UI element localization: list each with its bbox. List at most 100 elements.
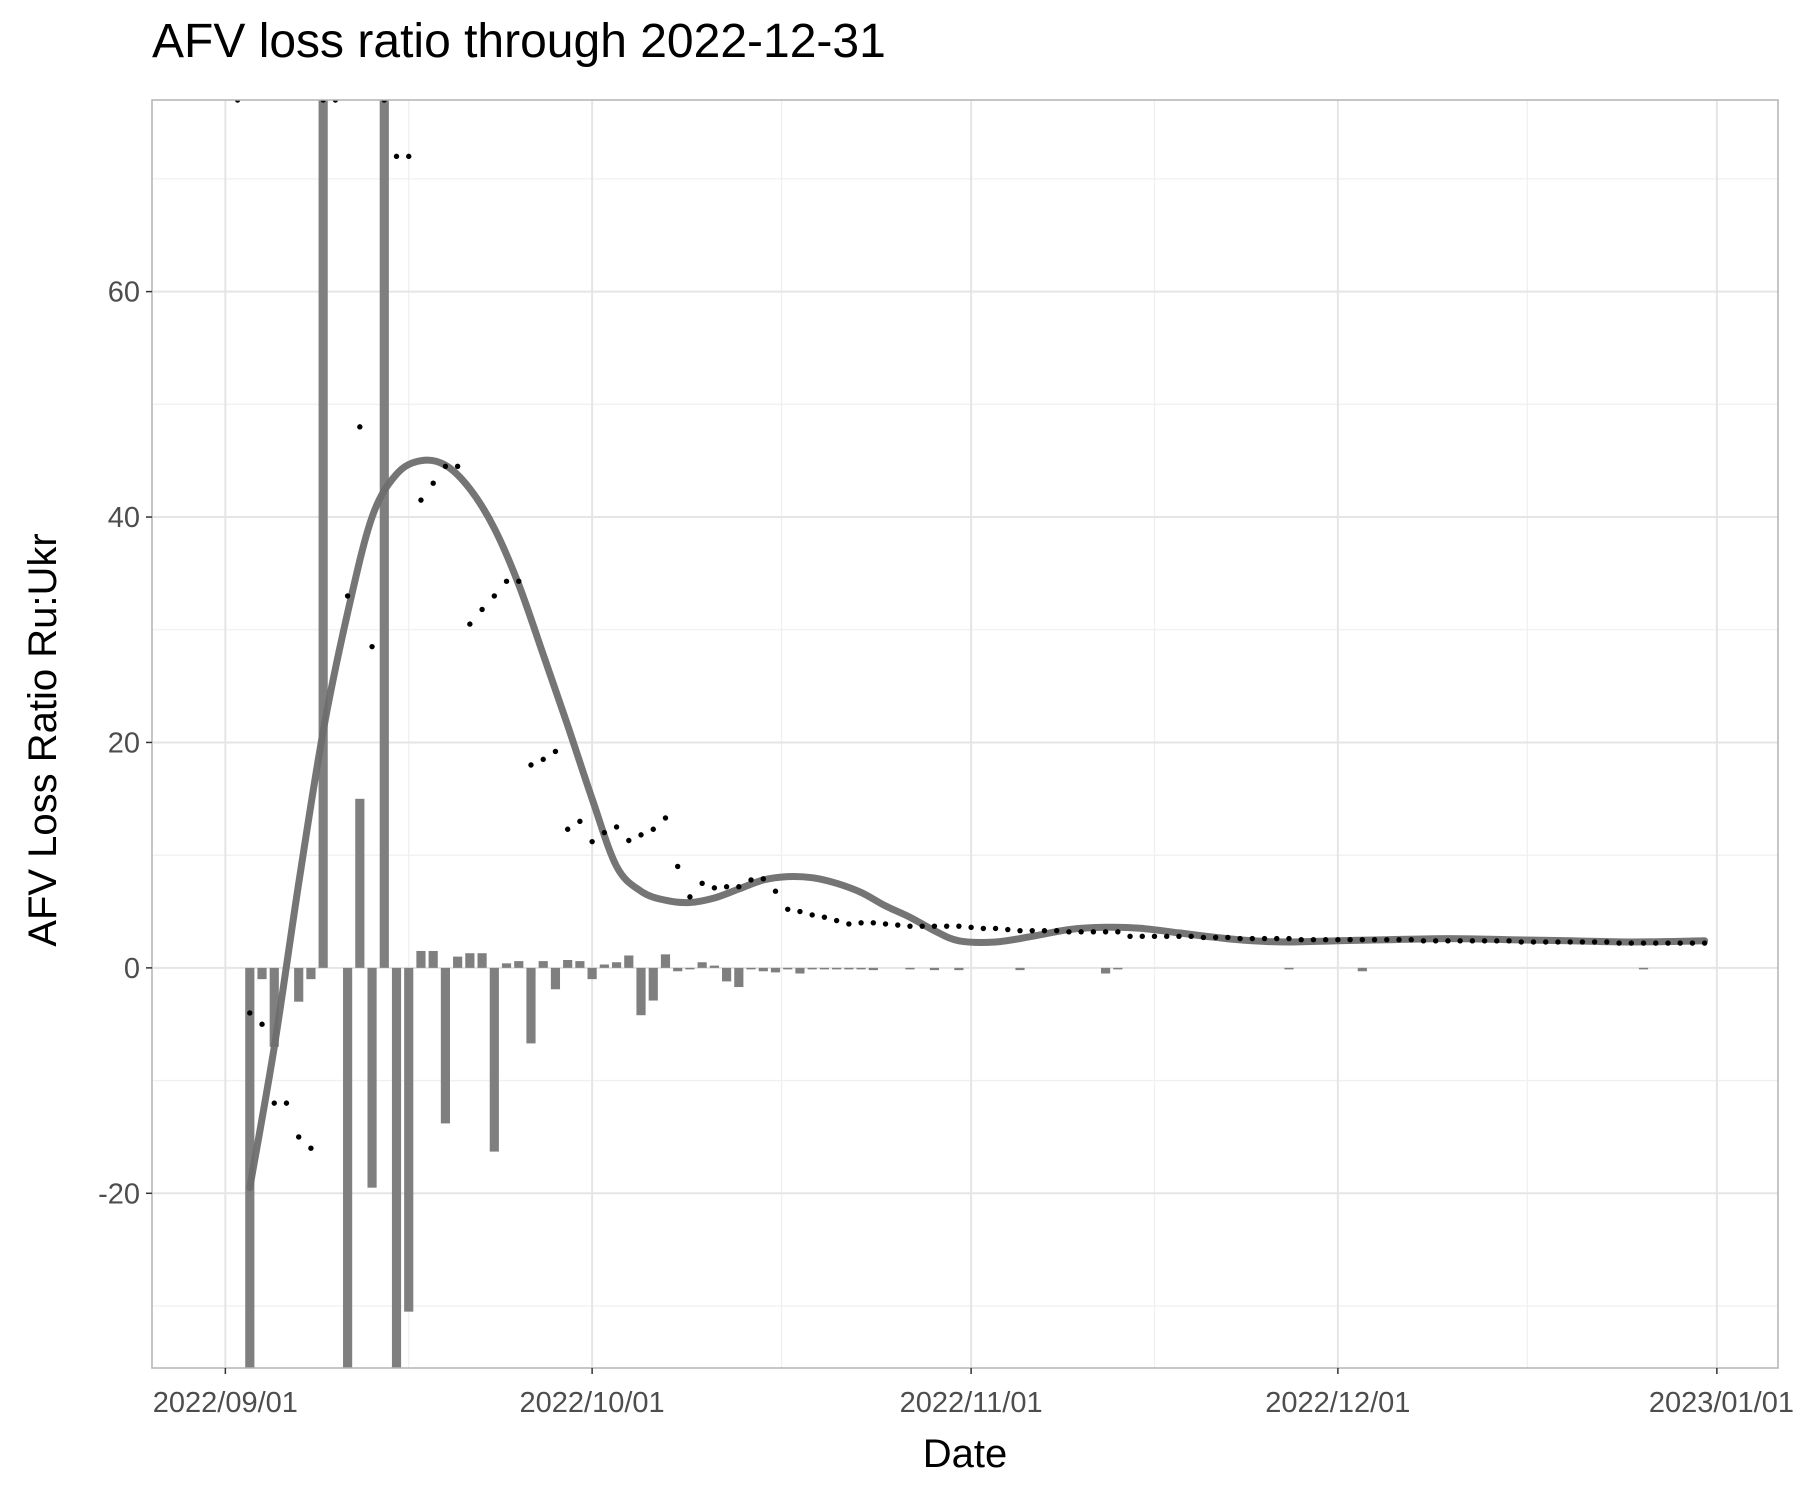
bar [783,967,793,970]
data-point [1371,936,1378,943]
data-point [760,876,766,882]
plot-panel [152,100,1778,1368]
data-point [1567,939,1573,945]
x-tick-label: 2022/10/01 [520,1387,665,1419]
y-tick-label: -20 [98,1178,140,1210]
data-point [369,643,375,650]
data-point [711,885,718,891]
data-point [1139,933,1145,940]
data-point [895,922,901,928]
bar [257,967,267,980]
data-point [1127,933,1133,940]
y-tick-label: 0 [124,953,140,985]
bar [832,967,842,970]
data-point [943,923,950,929]
bar [599,964,609,968]
data-point [870,920,877,926]
bar [367,967,377,1188]
y-tick-label: 40 [108,502,140,534]
data-point [1481,938,1488,944]
bar [575,961,585,968]
x-tick-label: 2022/09/01 [153,1387,298,1419]
bar [343,967,353,1368]
bar [1638,967,1649,970]
data-point [1176,933,1182,940]
bar [416,950,426,968]
data-point [1164,933,1170,940]
data-point [467,621,473,627]
data-point [516,578,522,584]
data-point [858,920,864,926]
data-point [1530,939,1537,945]
data-point [687,894,693,900]
bar [563,959,573,968]
bar [660,954,671,968]
data-point [1420,938,1427,944]
bar [477,953,487,968]
data-point [1408,936,1414,943]
bar [807,967,817,970]
data-point [577,818,583,825]
data-point [1066,929,1072,935]
data-point [1102,929,1109,935]
x-tick-label: 2023/01/01 [1649,1387,1794,1419]
data-point [1640,940,1647,946]
bar [1015,967,1025,971]
bar [624,955,634,968]
data-point [1543,939,1549,945]
bar [1113,967,1123,970]
data-point [1078,929,1084,935]
bar [404,967,414,1312]
data-point [1151,933,1158,940]
bar [954,967,964,971]
data-point [259,1021,265,1027]
data-point [418,497,424,503]
data-point [1665,940,1671,946]
data-point [1396,936,1402,943]
data-point [699,880,705,887]
data-point [247,1010,253,1016]
data-point [1188,933,1194,940]
data-point [1384,936,1390,943]
data-point [1359,936,1366,943]
bar [844,967,854,970]
data-point [785,906,791,912]
data-point [601,829,608,836]
data-point [919,923,925,929]
bar [611,962,622,968]
data-point [1677,940,1683,946]
bar [587,967,597,980]
bar [269,967,279,1047]
bar [355,798,365,968]
bar [514,961,524,968]
data-point [797,908,803,915]
data-point [442,463,449,470]
data-point [821,914,828,920]
x-tick-label: 2022/11/01 [900,1387,1043,1419]
data-point [1591,939,1598,945]
data-point [1017,927,1023,934]
data-point [1225,934,1231,941]
data-point [992,925,999,932]
data-point [1432,938,1439,944]
bar [758,967,768,972]
data-point [1249,935,1256,942]
data-point [846,921,852,927]
data-point [1286,935,1292,942]
line-layer [246,456,1709,1192]
bar [294,967,304,1002]
bar [905,967,915,970]
data-point [1469,938,1476,944]
bar [868,967,878,971]
data-point [1274,935,1280,942]
y-axis-title: AFV Loss Ratio Ru:Ukr [21,533,65,946]
data-point [674,863,681,870]
bar [673,967,683,972]
data-point [1029,927,1035,934]
bar [1284,967,1294,970]
data-point [1457,938,1463,944]
data-point [1212,934,1219,941]
data-point [736,884,742,890]
data-point [748,877,754,883]
